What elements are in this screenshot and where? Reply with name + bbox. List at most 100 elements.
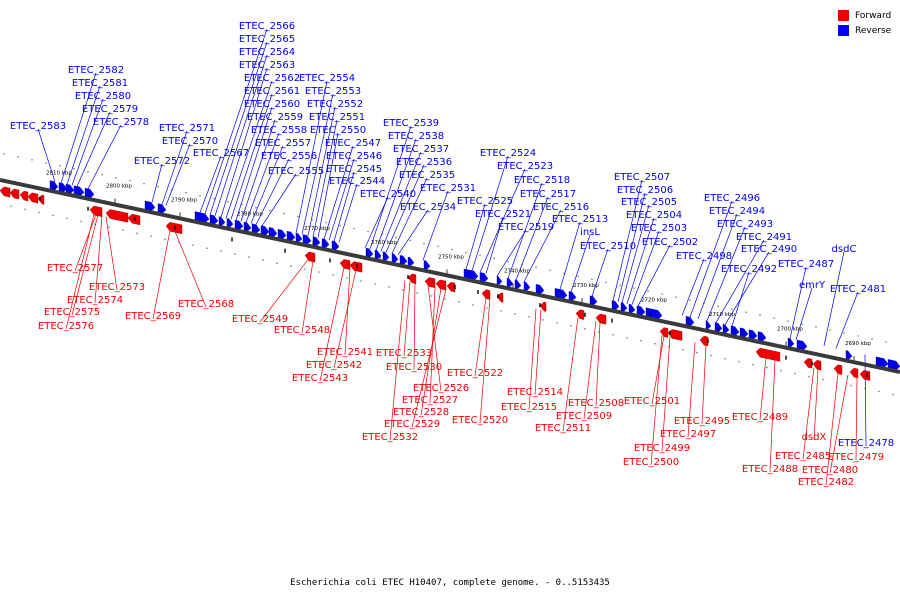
leader-line [823,251,845,346]
leader-line [333,171,355,242]
leader-line [534,309,542,396]
scale-dot [801,323,803,325]
leader-line [199,155,222,213]
gene-label: ETEC_2568 [178,299,234,310]
leader-line [681,258,705,316]
reverse-gene-arrow [144,200,156,212]
gene-arrows [0,180,900,381]
scale-dot [850,384,852,387]
scale-dot [479,254,481,257]
scale-dot [122,229,124,232]
reverse-gene-arrow [331,240,340,251]
gene-label: ETEC_2523 [497,161,553,172]
reverse-gene-arrow [875,356,889,368]
forward-gene-arrow [89,205,103,218]
leader-line [523,209,562,282]
gene-label: ETEC_2539 [383,118,439,129]
gene-label: ETEC_2572 [134,156,190,167]
leader-line [661,336,671,452]
scale-dot [304,268,306,270]
scale-dot [38,211,40,214]
forward-gene-arrow [424,277,436,289]
forward-gene-arrow [349,261,363,273]
scale-dot [3,153,5,155]
gene-label: ETEC_2576 [38,321,94,332]
reverse-gene-arrow [73,185,85,197]
gene-label: ETEC_2482 [798,477,854,488]
reverse-gene-arrow [157,203,167,214]
gene-labels: ETEC_2583 ETEC_2582 ETEC_2581 ETEC_2580 ETEC… [10,21,894,488]
gene-label: ETEC_2534 [400,202,456,213]
gene-label: ETEC_2567 [193,148,249,159]
gene-label: emrY [799,280,826,291]
forward-gene-arrow [339,259,351,270]
scale-dot [766,366,768,369]
gene-label: ETEC_2528 [393,407,449,418]
leader-line [389,280,406,441]
reverse-gene-arrow [568,291,577,302]
tick-label: 2690 kbp [845,341,871,347]
reverse-gene-arrow [535,284,545,295]
leader-line [715,239,765,323]
leader-line [697,213,738,320]
leader-line [37,128,56,182]
legend-forward-label: Forward [855,10,892,21]
gene-label: ETEC_2492 [721,264,777,275]
scale-dot [500,310,502,312]
gene-label: ETEC_2583 [10,121,66,132]
gene-label: ETEC_2582 [68,65,124,76]
leader-line [403,281,411,357]
leader-line [855,376,858,461]
forward-gene-arrow [0,186,11,198]
scale-dot [647,290,649,293]
gene-label: ETEC_2487 [778,259,834,270]
gene-label: ETEC_2519 [498,222,554,233]
scale-dot [507,260,509,263]
reverse-gene-arrow [796,339,808,351]
scale-dot [577,275,579,278]
legend-reverse: Reverse [838,23,891,38]
gene-label: ETEC_2501 [624,396,680,407]
leader-line [626,217,655,304]
scale-dot [542,319,544,321]
leader-line [338,183,358,243]
scale-dot [682,348,684,351]
gene-label: ETEC_2504 [626,210,682,221]
scale-dot [486,307,488,309]
gene-label: ETEC_2545 [326,164,382,175]
leader-line [591,248,609,297]
gene-label: ETEC_2552 [307,99,363,110]
reverse-gene-arrow [399,255,408,266]
gene-label: ETEC_2531 [420,183,476,194]
leader-line [570,234,591,292]
leader-line [301,260,314,334]
reverse-gene-arrow [748,329,758,340]
scale-dot [430,295,432,297]
forward-gene-arrow [9,188,20,200]
gene-label: ETEC_2540 [360,189,416,200]
leader-line [259,259,309,323]
genome-backbone [0,178,900,374]
scale-dot [689,299,691,301]
scale-dot [472,304,474,306]
leader-line [261,173,297,227]
gene-label: ETEC_2542 [306,360,362,371]
leader-line [209,41,268,215]
gene-label: ETEC_2544 [329,176,385,187]
scale-dot [220,250,222,252]
leader-line [689,200,733,318]
leader-line [312,119,338,237]
scale-dot [17,156,19,158]
leader-line [769,359,776,473]
scale-dot [451,248,453,251]
gene-label: ETEC_2506 [617,185,673,196]
gene-label: ETEC_2581 [72,78,128,89]
gene-label: ETEC_2490 [741,244,797,255]
scale-dot [143,182,145,185]
gene-label: ETEC_2560 [244,99,300,110]
leader-line [235,106,273,221]
gene-label: ETEC_2557 [255,138,311,149]
forward-gene-arrow [859,370,871,381]
forward-gene-arrow [446,281,456,293]
leader-line [255,158,290,225]
